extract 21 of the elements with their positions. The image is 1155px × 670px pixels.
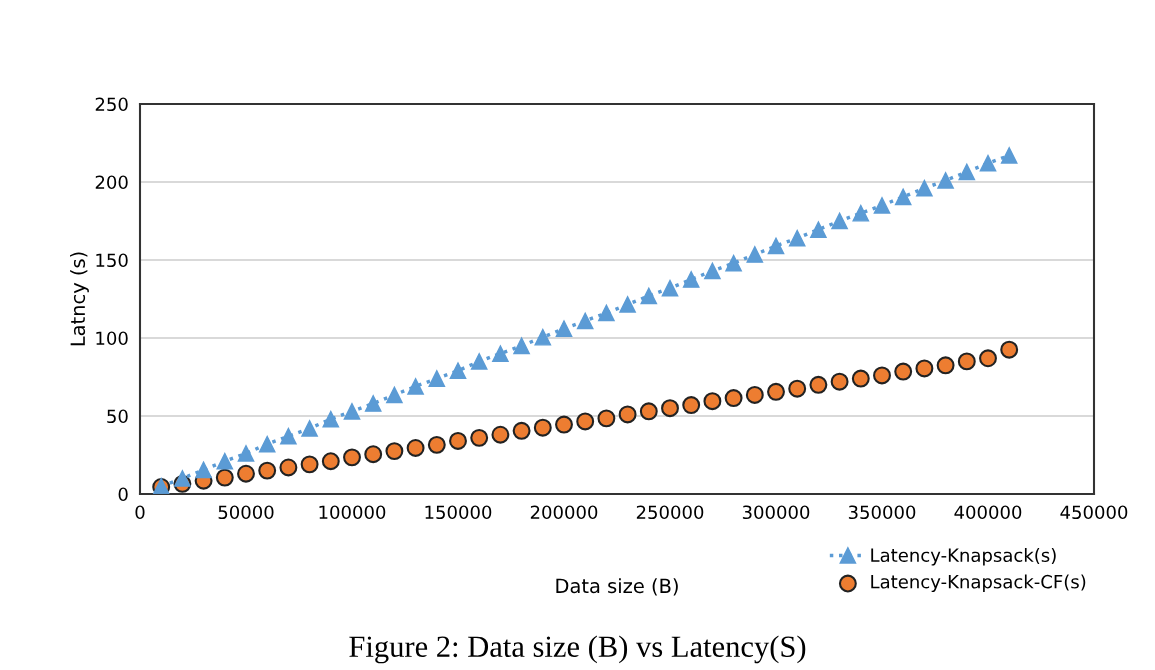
legend-label: Latency-Knapsack-CF(s) [871,574,1086,592]
y-tick-label: 50 [107,409,128,424]
x-tick-label: 450000 [1060,505,1128,520]
legend-label: Latency-Knapsack(s) [871,548,1056,566]
y-axis-title: Latncy (s) [70,252,89,346]
x-tick-label: 350000 [848,505,916,520]
caption: Figure 2: Data size (B) vs Latency(S) [349,635,806,664]
y-tick-label: 250 [95,97,128,112]
y-tick-label: 100 [96,331,128,346]
x-tick-label: 0 [135,505,145,520]
x-tick-label: 100000 [319,505,386,520]
x-axis-title: Data size (B) [556,578,678,596]
x-tick-label: 50000 [218,505,274,520]
x-tick-label: 150000 [425,505,492,520]
y-tick-label: 200 [95,175,128,190]
x-tick-label: 250000 [636,505,704,520]
y-tick-label: 0 [118,487,128,502]
y-tick-label: 150 [96,253,128,268]
x-tick-label: 200000 [530,505,598,520]
x-tick-label: 400000 [954,505,1022,520]
x-tick-label: 300000 [742,505,810,520]
